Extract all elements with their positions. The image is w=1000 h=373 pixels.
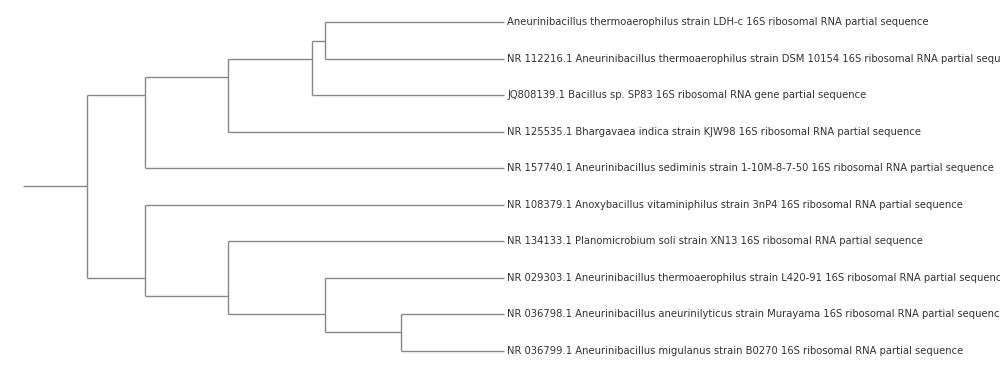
Text: NR 112216.1 Aneurinibacillus thermoaerophilus strain DSM 10154 16S ribosomal RNA: NR 112216.1 Aneurinibacillus thermoaerop… xyxy=(507,54,1000,64)
Text: JQ808139.1 Bacillus sp. SP83 16S ribosomal RNA gene partial sequence: JQ808139.1 Bacillus sp. SP83 16S ribosom… xyxy=(507,90,866,100)
Text: NR 157740.1 Aneurinibacillus sediminis strain 1-10M-8-7-50 16S ribosomal RNA par: NR 157740.1 Aneurinibacillus sediminis s… xyxy=(507,163,994,173)
Text: Aneurinibacillus thermoaerophilus strain LDH-c 16S ribosomal RNA partial sequenc: Aneurinibacillus thermoaerophilus strain… xyxy=(507,18,929,27)
Text: NR 108379.1 Anoxybacillus vitaminiphilus strain 3nP4 16S ribosomal RNA partial s: NR 108379.1 Anoxybacillus vitaminiphilus… xyxy=(507,200,963,210)
Text: NR 036798.1 Aneurinibacillus aneurinilyticus strain Murayama 16S ribosomal RNA p: NR 036798.1 Aneurinibacillus aneurinilyt… xyxy=(507,309,1000,319)
Text: NR 029303.1 Aneurinibacillus thermoaerophilus strain L420-91 16S ribosomal RNA p: NR 029303.1 Aneurinibacillus thermoaerop… xyxy=(507,273,1000,283)
Text: NR 125535.1 Bhargavaea indica strain KJW98 16S ribosomal RNA partial sequence: NR 125535.1 Bhargavaea indica strain KJW… xyxy=(507,127,921,137)
Text: NR 036799.1 Aneurinibacillus migulanus strain B0270 16S ribosomal RNA partial se: NR 036799.1 Aneurinibacillus migulanus s… xyxy=(507,346,963,355)
Text: NR 134133.1 Planomicrobium soli strain XN13 16S ribosomal RNA partial sequence: NR 134133.1 Planomicrobium soli strain X… xyxy=(507,236,923,246)
